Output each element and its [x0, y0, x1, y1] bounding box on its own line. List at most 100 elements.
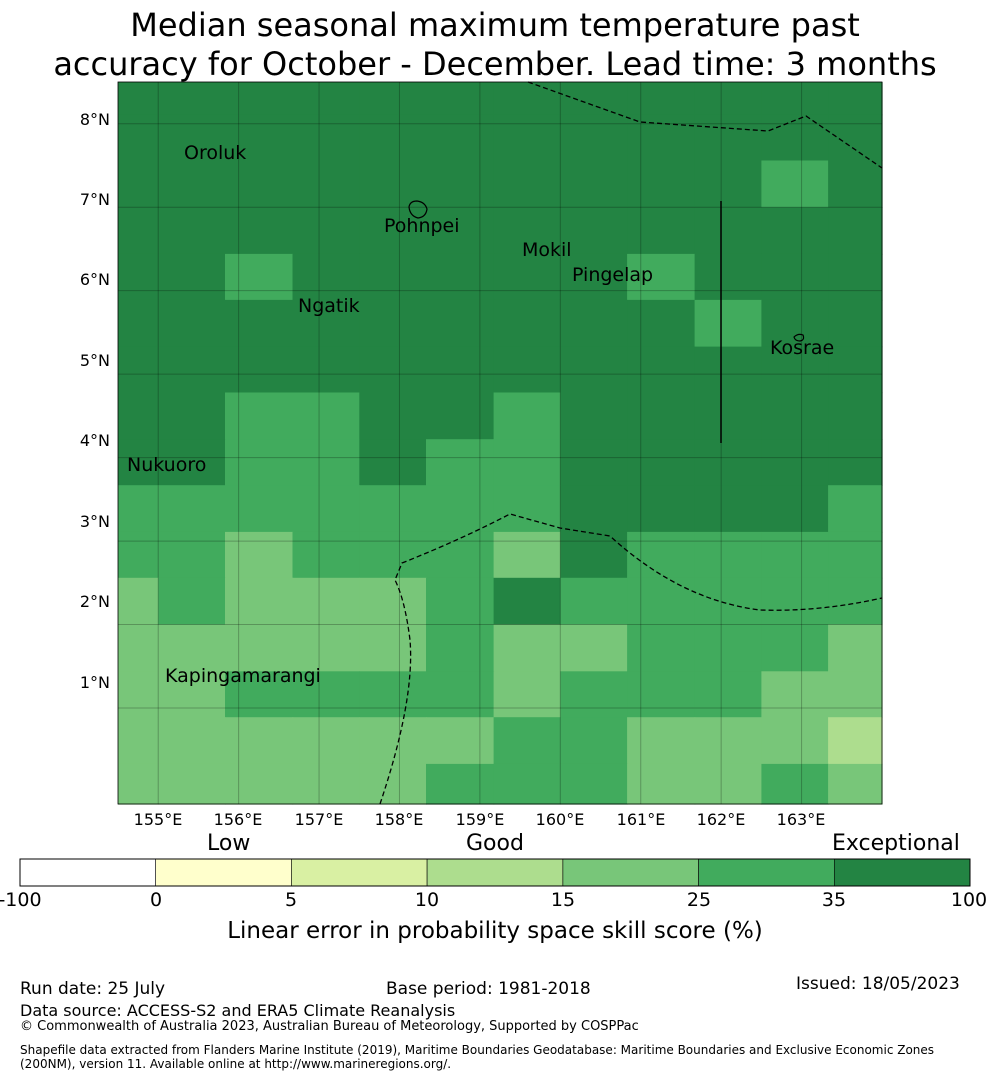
- skill-cell: [761, 392, 829, 440]
- skill-cell: [493, 392, 561, 440]
- colorbar-segment: [19, 858, 156, 887]
- skill-cell: [118, 485, 159, 533]
- skill-cell: [493, 114, 561, 162]
- lon-label-156e: 156°E: [213, 810, 263, 829]
- place-label-oroluk: Oroluk: [184, 142, 247, 164]
- skill-cell: [493, 299, 561, 348]
- skill-cell: [426, 346, 495, 394]
- category-label-low: Low: [207, 831, 251, 856]
- lat-label-5n: 5°N: [79, 351, 110, 370]
- lon-label-160e: 160°E: [535, 810, 585, 829]
- skill-cell: [627, 392, 696, 440]
- skill-cell: [118, 717, 159, 765]
- skill-cell: [426, 577, 495, 626]
- skill-cell: [118, 531, 159, 579]
- skill-cell: [158, 207, 226, 255]
- skill-cell: [426, 253, 495, 301]
- skill-cell: [761, 717, 829, 765]
- colorbar-tick-label: 0: [149, 889, 163, 911]
- skill-cell: [627, 531, 696, 579]
- skill-cell: [426, 624, 495, 672]
- skill-cell: [560, 253, 628, 301]
- skill-cell: [493, 717, 561, 765]
- skill-cell: [158, 114, 226, 162]
- skill-cell: [225, 717, 294, 765]
- skill-cell: [828, 82, 883, 116]
- skill-cell: [292, 717, 360, 765]
- skill-cell: [761, 485, 829, 533]
- skill-cell: [694, 253, 762, 301]
- place-label-kosrae: Kosrae: [770, 337, 835, 359]
- skill-cell: [627, 299, 696, 348]
- colorbar-segment: [155, 858, 292, 887]
- skill-cell: [292, 346, 360, 394]
- skill-cell: [359, 485, 427, 533]
- skill-cell: [493, 82, 561, 116]
- skill-cell: [158, 160, 226, 208]
- skill-cell: [828, 207, 883, 255]
- skill-cell: [158, 624, 226, 672]
- run-date: Run date: 25 July: [20, 979, 166, 999]
- skill-cell: [560, 763, 628, 805]
- skill-cell: [828, 439, 883, 486]
- skill-cell: [627, 577, 696, 626]
- skill-cell: [225, 531, 294, 579]
- skill-cell: [761, 624, 829, 672]
- skill-cell: [694, 346, 762, 394]
- lon-label-157e: 157°E: [294, 810, 344, 829]
- place-label-pingelap: Pingelap: [572, 264, 654, 286]
- place-label-ngatik: Ngatik: [298, 295, 360, 317]
- skill-cell: [761, 82, 829, 116]
- title-line-2: accuracy for October - December. Lead ti…: [53, 45, 937, 83]
- skill-cell: [761, 253, 829, 301]
- skill-cell: [694, 485, 762, 533]
- skill-cell: [118, 624, 159, 672]
- skill-cell: [560, 531, 628, 579]
- lat-label-2n: 2°N: [79, 592, 110, 611]
- skill-cell: [560, 392, 628, 440]
- map-frame: [117, 81, 883, 805]
- skill-cell: [493, 763, 561, 805]
- skill-cell: [493, 346, 561, 394]
- skill-cell: [359, 82, 427, 116]
- skill-cell: [828, 346, 883, 394]
- skill-cell: [560, 624, 628, 672]
- skill-cell: [627, 253, 696, 301]
- skill-cell: [225, 671, 294, 718]
- skill-cell: [828, 253, 883, 301]
- skill-cell: [118, 577, 159, 626]
- pohnpei-island-icon: [408, 200, 428, 219]
- skill-cell: [118, 763, 159, 805]
- skill-cell: [118, 346, 159, 394]
- skill-cell: [359, 624, 427, 672]
- copyright: © Commonwealth of Australia 2023, Austra…: [20, 1019, 639, 1034]
- skill-cell: [828, 160, 883, 208]
- skill-cell: [359, 299, 427, 348]
- skill-cell: [627, 207, 696, 255]
- issued-date: Issued: 18/05/2023: [796, 974, 960, 994]
- lon-label-158e: 158°E: [374, 810, 424, 829]
- colorbar-tick-label: 25: [686, 889, 712, 911]
- skill-cell: [493, 253, 561, 301]
- skill-cell: [118, 253, 159, 301]
- skill-cell: [694, 717, 762, 765]
- skill-cell: [225, 346, 294, 394]
- lon-label-155e: 155°E: [133, 810, 183, 829]
- skill-cell: [118, 671, 159, 718]
- colorbar-segment: [698, 858, 835, 887]
- skill-cell: [694, 439, 762, 486]
- skill-cell: [158, 531, 226, 579]
- colorbar-segment: [426, 858, 564, 887]
- category-label-exceptional: Exceptional: [832, 831, 960, 856]
- lon-label-159e: 159°E: [455, 810, 505, 829]
- skill-cell: [560, 439, 628, 486]
- skill-cell: [560, 82, 628, 116]
- skill-cell: [118, 82, 159, 116]
- skill-cell: [292, 207, 360, 255]
- skill-cell: [292, 439, 360, 486]
- skill-cell: [627, 717, 696, 765]
- skill-cell: [694, 671, 762, 718]
- skill-cell: [828, 485, 883, 533]
- data-source: Data source: ACCESS-S2 and ERA5 Climate …: [20, 1001, 456, 1020]
- skill-cell: [359, 439, 427, 486]
